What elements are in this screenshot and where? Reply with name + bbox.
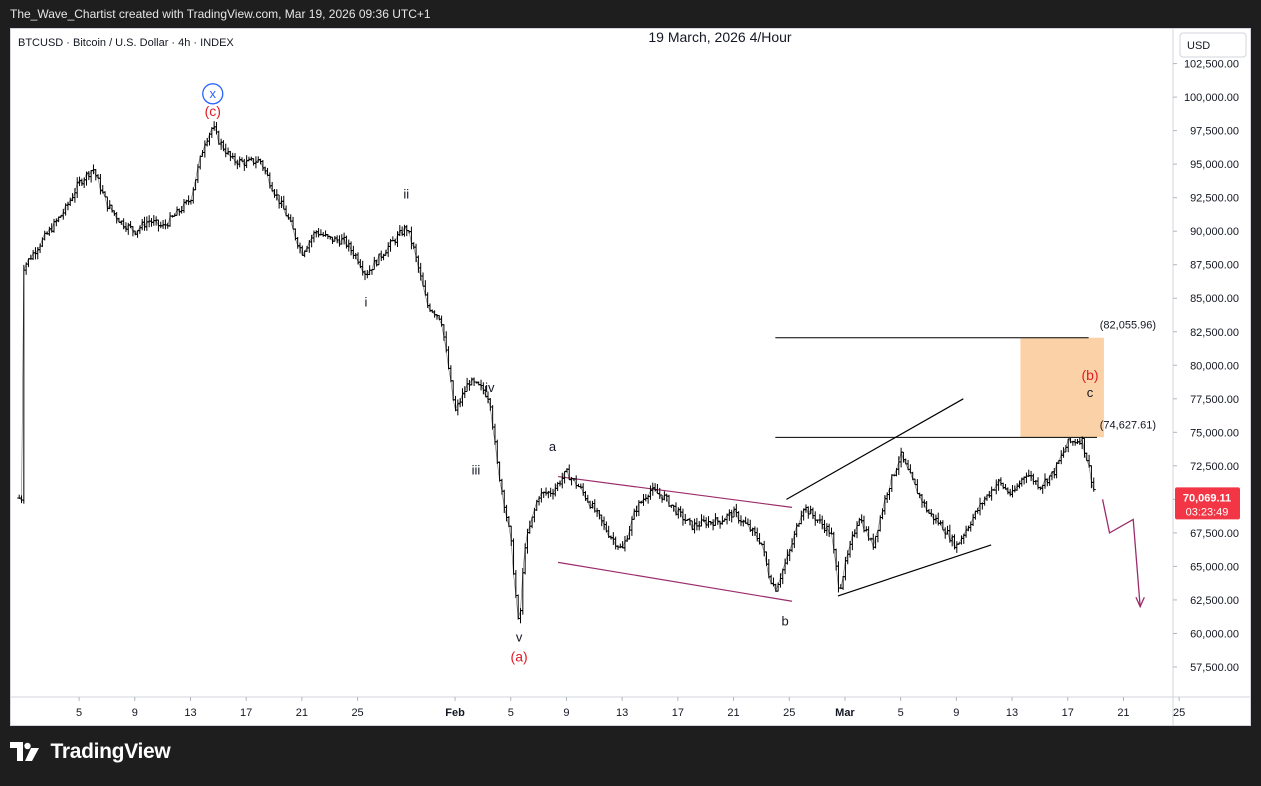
- last-price-value: 70,069.11: [1183, 492, 1231, 504]
- wedge-lower-line: [837, 544, 992, 597]
- time-tick-label: 13: [1006, 707, 1018, 719]
- channel-upper-line: [558, 475, 793, 508]
- wave-label: a: [549, 439, 557, 454]
- price-tick-label: 100,000.00: [1184, 92, 1239, 104]
- price-tick-label: 65,000.00: [1190, 561, 1239, 573]
- time-tick-label: 17: [672, 707, 684, 719]
- wedge-upper-line: [786, 398, 964, 500]
- channel-lower-line: [557, 561, 793, 602]
- price-series-line: [19, 126, 1094, 619]
- time-tick-label: 9: [132, 707, 138, 719]
- price-tick-label: 92,500.00: [1190, 193, 1239, 205]
- level-label: (74,627.61): [1100, 419, 1156, 431]
- time-tick-label: 9: [953, 707, 959, 719]
- chart-frame: [10, 28, 1251, 726]
- price-tick-label: 102,500.00: [1184, 59, 1239, 71]
- price-tick-label: 90,000.00: [1190, 226, 1239, 238]
- time-tick-label: 5: [76, 707, 82, 719]
- last-price-tag: [1175, 487, 1240, 520]
- tradingview-logo-icon: [10, 742, 39, 761]
- time-tick-label: 21: [727, 707, 739, 719]
- time-tick-label: 13: [616, 707, 628, 719]
- wave-label: v: [516, 629, 523, 644]
- level-label: (82,055.96): [1100, 320, 1156, 332]
- time-tick-label: 5: [898, 707, 904, 719]
- projection-arrowhead: [1135, 596, 1145, 609]
- currency-button[interactable]: [1179, 32, 1247, 58]
- wave-label: (c): [205, 103, 221, 119]
- wave-label: (b): [1081, 367, 1098, 383]
- symbol-label: BTCUSD · Bitcoin / U.S. Dollar · 4h · IN…: [18, 37, 234, 49]
- price-chart[interactable]: (82,055.96)(74,627.61) x(c)iiiiviiiav(a)…: [10, 28, 1251, 726]
- projection-path: [1101, 499, 1141, 607]
- wave-label: i: [364, 294, 367, 309]
- attribution-text: The_Wave_Chartist created with TradingVi…: [10, 7, 431, 21]
- chart-panel[interactable]: (82,055.96) (74,627.61) x (c) ii i iv iii a v (a)…: [10, 28, 1251, 726]
- time-tick-label: 25: [1173, 707, 1185, 719]
- price-tick-label: 97,500.00: [1190, 126, 1239, 138]
- time-tick-label: Mar: [835, 707, 855, 719]
- time-tick-label: 21: [1117, 707, 1129, 719]
- wave-label: ii: [403, 186, 409, 201]
- price-tick-label: 57,500.00: [1190, 662, 1239, 674]
- price-tick-label: 60,000.00: [1190, 628, 1239, 640]
- time-tick-label: 9: [563, 707, 569, 719]
- price-tick-label: 72,500.00: [1190, 461, 1239, 473]
- attribution-bar: The_Wave_Chartist created with TradingVi…: [0, 0, 1261, 28]
- time-tick-label: 21: [296, 707, 308, 719]
- price-tick-label: 85,000.00: [1190, 293, 1239, 305]
- price-tick-label: 80,000.00: [1190, 360, 1239, 372]
- price-tick-label: 75,000.00: [1190, 427, 1239, 439]
- price-tick-label: 67,500.00: [1190, 528, 1239, 540]
- price-tick-label: 82,500.00: [1190, 327, 1239, 339]
- time-tick-label: 25: [351, 707, 363, 719]
- time-tick-label: Feb: [445, 707, 465, 719]
- price-tick-label: 62,500.00: [1190, 595, 1239, 607]
- currency-label: USD: [1187, 40, 1210, 52]
- candle-countdown: 03:23:49: [1186, 506, 1229, 518]
- tradingview-brand: TradingView: [50, 740, 171, 763]
- time-tick-label: 25: [783, 707, 795, 719]
- time-tick-label: 17: [240, 707, 252, 719]
- wave-label: b: [781, 613, 788, 628]
- time-tick-label: 5: [508, 707, 514, 719]
- chart-title: 19 March, 2026 4/Hour: [648, 29, 792, 45]
- wave-x-circle: [202, 83, 224, 105]
- wave-label: (a): [511, 649, 528, 665]
- price-tick-label: 95,000.00: [1190, 159, 1239, 171]
- wave-label: iv: [485, 380, 495, 395]
- wave-label: x: [210, 86, 217, 101]
- time-tick-label: 17: [1062, 707, 1074, 719]
- price-tick-label: 77,500.00: [1190, 394, 1239, 406]
- price-tick-label: 87,500.00: [1190, 260, 1239, 272]
- target-zone: [1020, 337, 1104, 438]
- wave-label: iii: [472, 463, 481, 478]
- footer: TradingView: [10, 740, 171, 774]
- time-tick-label: 13: [184, 707, 196, 719]
- wave-label: c: [1087, 385, 1094, 400]
